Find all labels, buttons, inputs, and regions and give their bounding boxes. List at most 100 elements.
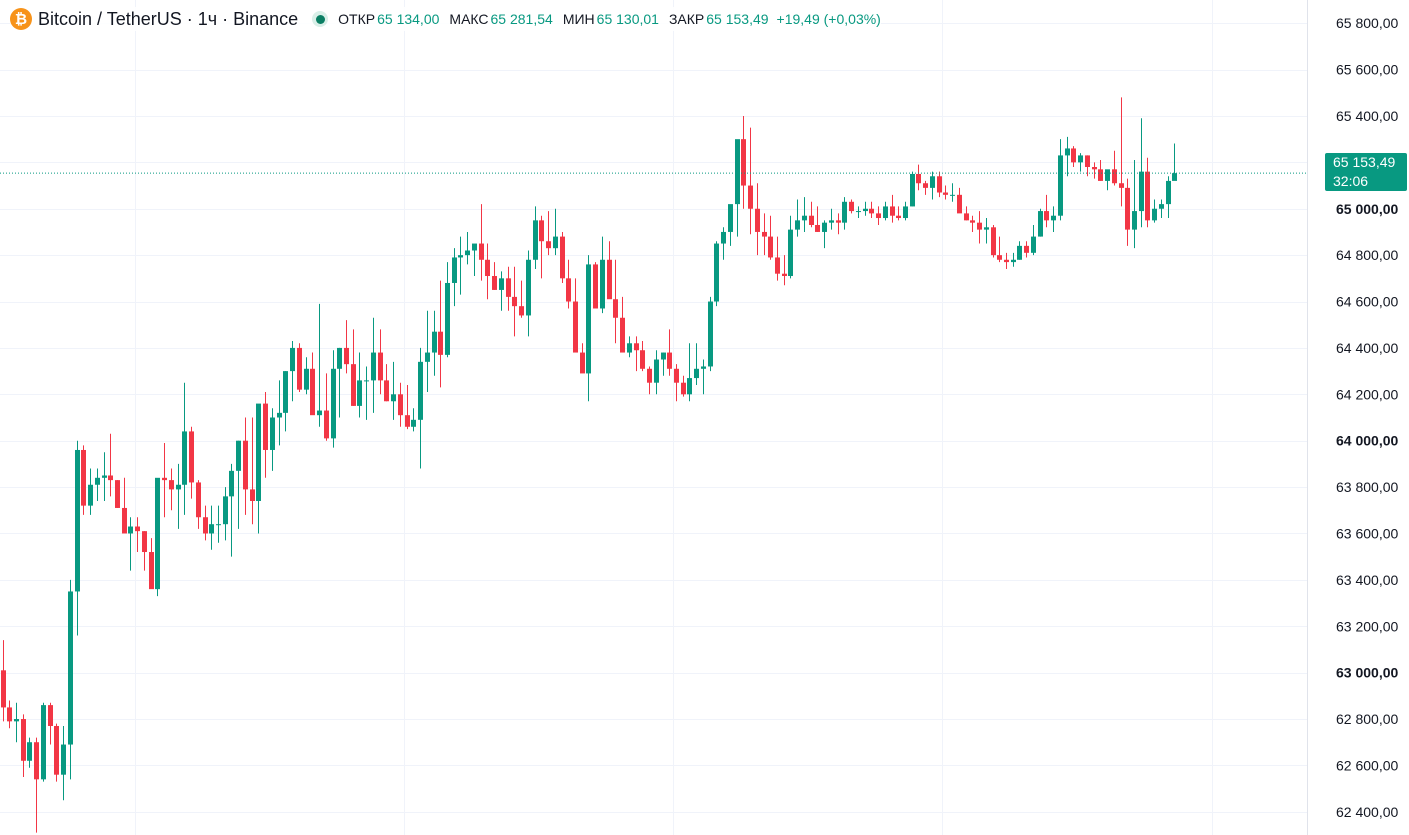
candle bbox=[586, 255, 591, 402]
candle bbox=[674, 364, 679, 402]
candle bbox=[378, 329, 383, 395]
candle-body bbox=[1125, 187, 1130, 230]
candle bbox=[223, 487, 228, 541]
candle bbox=[735, 139, 740, 237]
candle-body bbox=[263, 403, 268, 450]
candle bbox=[869, 201, 874, 219]
price-axis-label: 65 600,00 bbox=[1336, 62, 1398, 78]
candle bbox=[263, 391, 268, 478]
candle-body bbox=[68, 591, 73, 745]
candle bbox=[1172, 143, 1177, 181]
price-axis-label: 65 800,00 bbox=[1336, 15, 1398, 31]
candle-body bbox=[748, 185, 753, 209]
candle bbox=[1051, 206, 1056, 232]
candle-body bbox=[842, 201, 847, 223]
candle-body bbox=[930, 176, 935, 188]
candle-body bbox=[108, 475, 113, 481]
candle bbox=[512, 266, 517, 337]
candle bbox=[1024, 241, 1029, 258]
candle-body bbox=[553, 236, 558, 249]
candle-body bbox=[762, 231, 767, 237]
candles bbox=[1, 97, 1177, 833]
candle bbox=[896, 206, 901, 221]
symbol-title[interactable]: Bitcoin / TetherUS · 1ч · Binance bbox=[38, 8, 299, 29]
price-axis-label: 64 800,00 bbox=[1336, 247, 1398, 263]
candle bbox=[1017, 241, 1022, 260]
candle-body bbox=[1098, 169, 1103, 181]
candle bbox=[991, 224, 996, 258]
candle bbox=[337, 347, 342, 418]
candle bbox=[290, 340, 295, 402]
candle-body bbox=[128, 526, 133, 534]
candle bbox=[1085, 155, 1090, 177]
candle bbox=[465, 231, 470, 265]
price-axis-label: 63 600,00 bbox=[1336, 525, 1398, 541]
candle bbox=[88, 468, 93, 515]
candle bbox=[14, 702, 19, 743]
candle-body bbox=[418, 361, 423, 420]
candle bbox=[344, 320, 349, 374]
candle bbox=[768, 215, 773, 260]
candle-body bbox=[1044, 211, 1049, 221]
candle bbox=[627, 336, 632, 358]
candle-body bbox=[485, 259, 490, 277]
candle bbox=[640, 340, 645, 372]
candle bbox=[863, 201, 868, 216]
candle-body bbox=[324, 410, 329, 439]
candle bbox=[1071, 146, 1076, 167]
candle-body bbox=[256, 403, 261, 501]
candle-body bbox=[371, 352, 376, 381]
open-value: 65 134,00 bbox=[377, 11, 440, 27]
candle-body bbox=[533, 220, 538, 260]
candle-body bbox=[943, 192, 948, 195]
candle bbox=[553, 208, 558, 256]
candle-body bbox=[357, 380, 362, 406]
candle bbox=[115, 480, 120, 508]
candle bbox=[182, 382, 187, 515]
candle-body bbox=[950, 194, 955, 196]
candle-body bbox=[1078, 155, 1083, 163]
candle bbox=[405, 385, 410, 430]
candle bbox=[539, 215, 544, 279]
candle-body bbox=[1159, 204, 1164, 209]
grid-lines bbox=[0, 0, 1307, 835]
candle-body bbox=[1011, 259, 1016, 263]
candle-body bbox=[735, 139, 740, 205]
candle bbox=[411, 408, 416, 432]
candle-body bbox=[405, 415, 410, 427]
candle bbox=[661, 352, 666, 376]
candle bbox=[384, 364, 389, 402]
candle bbox=[923, 180, 928, 195]
candle bbox=[1092, 162, 1097, 179]
candle bbox=[95, 468, 100, 501]
candle-body bbox=[1132, 211, 1137, 230]
candle-body bbox=[14, 719, 19, 722]
candle-body bbox=[640, 350, 645, 369]
candle-body bbox=[270, 417, 275, 450]
candle bbox=[398, 382, 403, 427]
candle bbox=[647, 366, 652, 395]
candle-body bbox=[876, 213, 881, 219]
candle bbox=[943, 185, 948, 200]
candle bbox=[243, 417, 248, 515]
candle bbox=[1132, 160, 1137, 249]
candle-body bbox=[1139, 171, 1144, 212]
candle bbox=[775, 236, 780, 281]
candle bbox=[566, 259, 571, 309]
low-value: 65 130,01 bbox=[596, 11, 659, 27]
candle-body bbox=[465, 250, 470, 256]
candle bbox=[883, 201, 888, 221]
candle bbox=[1112, 150, 1117, 186]
candle-body bbox=[1058, 155, 1063, 216]
low-label: МИН bbox=[562, 11, 595, 27]
candle bbox=[681, 375, 686, 397]
candle bbox=[1078, 153, 1083, 172]
candle bbox=[432, 310, 437, 376]
candle-body bbox=[883, 206, 888, 219]
candle bbox=[81, 445, 86, 515]
candle bbox=[937, 171, 942, 198]
candle-body bbox=[1172, 173, 1177, 181]
price-axis-label: 64 000,00 bbox=[1336, 433, 1398, 449]
